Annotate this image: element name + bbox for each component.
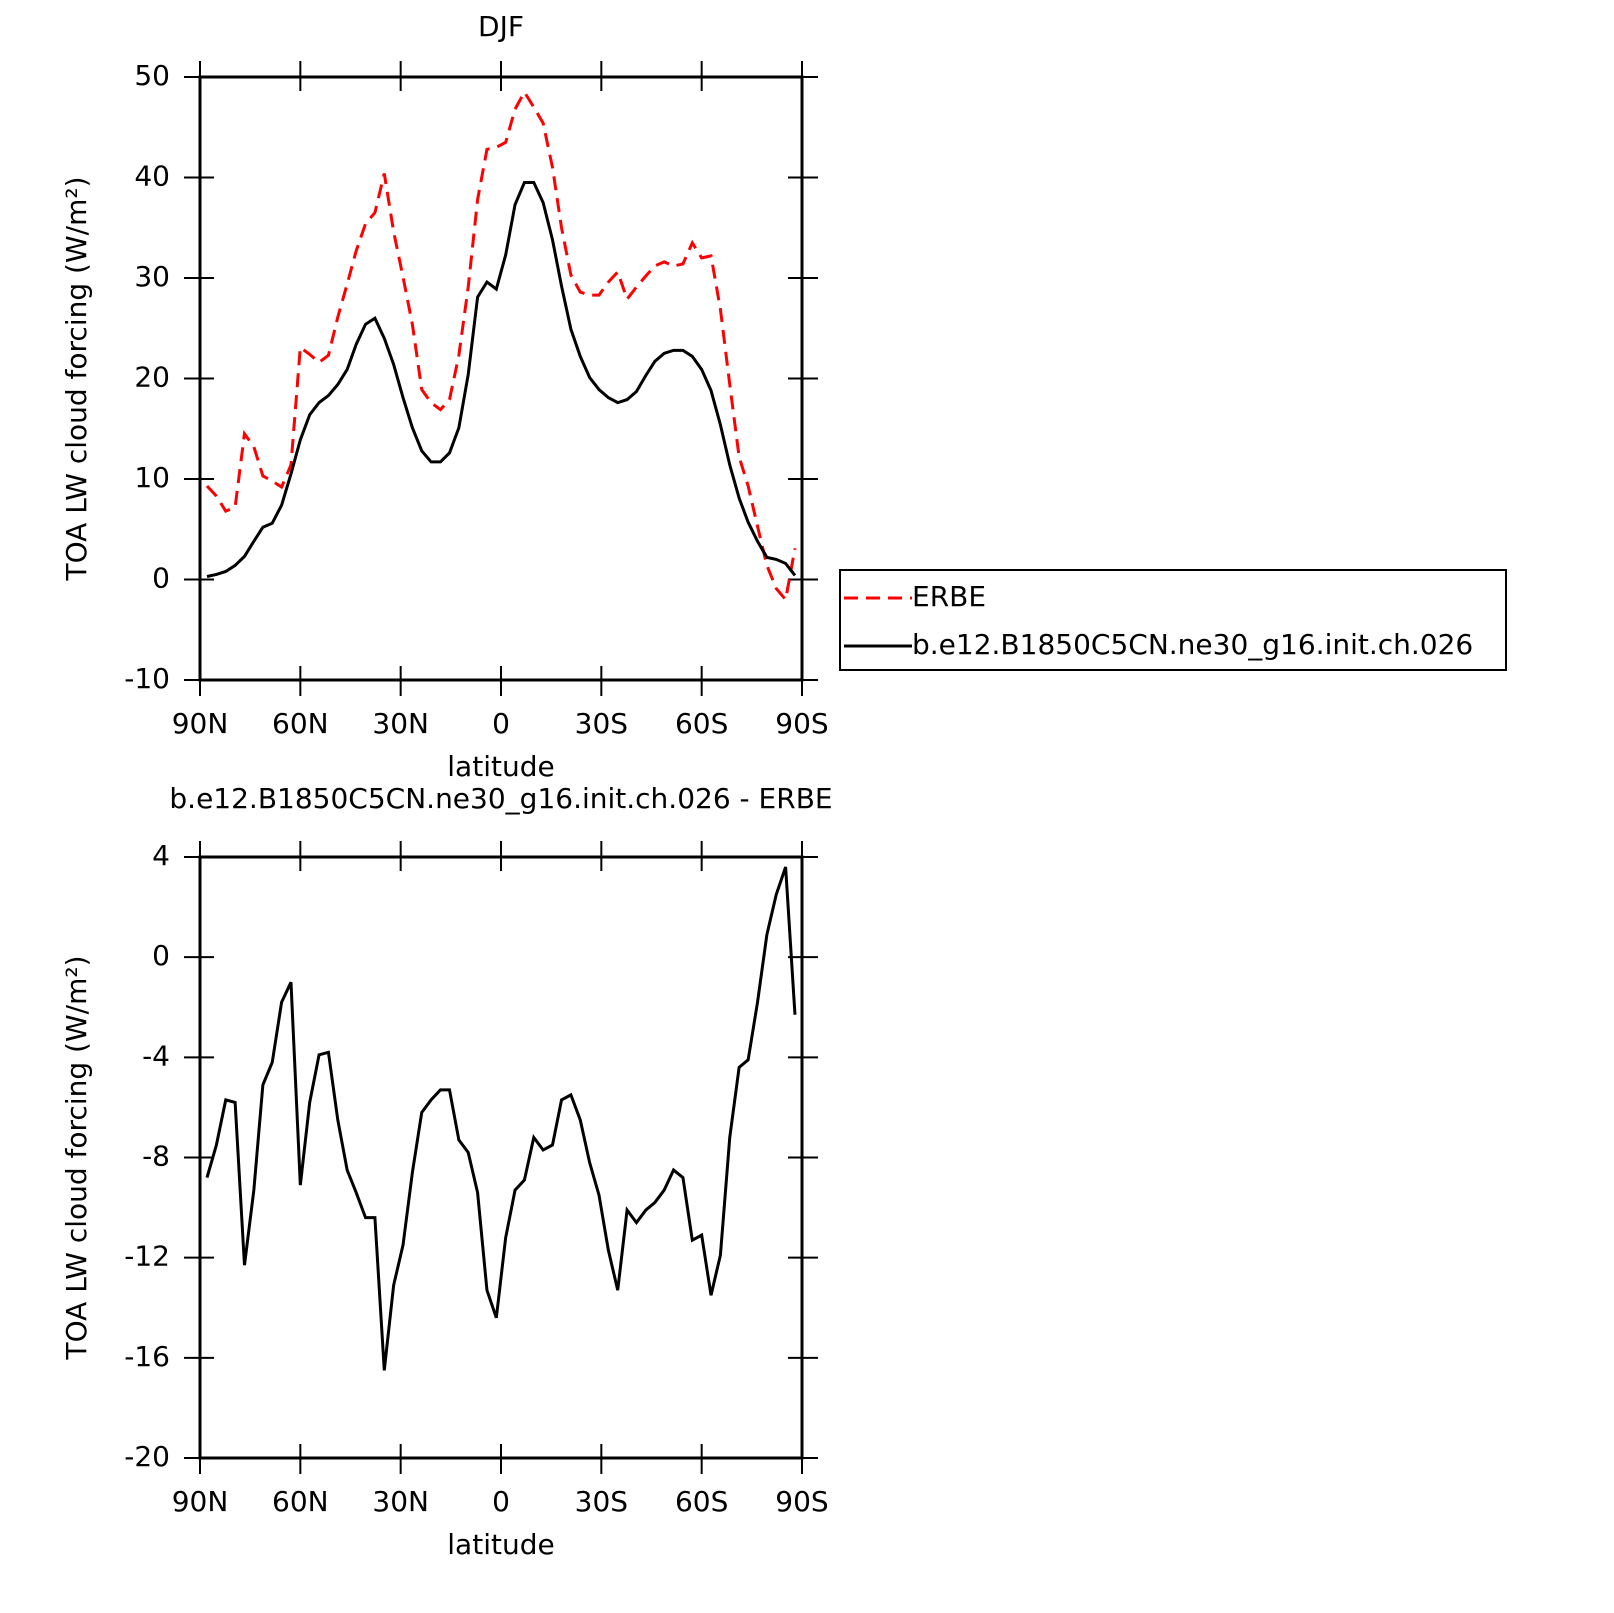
legend-box <box>839 569 1507 671</box>
x-tick-label: 0 <box>492 707 510 740</box>
legend-label: ERBE <box>912 580 986 613</box>
x-tick-label: 90N <box>172 707 229 740</box>
y-tick-label: 30 <box>134 260 170 293</box>
x-tick-label: 30N <box>372 1485 429 1518</box>
data-line <box>206 181 797 578</box>
legend-label: b.e12.B1850C5CN.ne30_g16.init.ch.026 <box>912 628 1473 661</box>
plot-frame <box>198 75 804 682</box>
y-tick-label: 10 <box>134 461 170 494</box>
y-tick-label: -20 <box>124 1440 170 1473</box>
x-tick-label: 60S <box>675 1485 728 1518</box>
y-tick-label: 0 <box>152 939 170 972</box>
y-axis-label: TOA LW cloud forcing (W/m²) <box>60 177 93 582</box>
y-tick-label: -12 <box>124 1240 170 1273</box>
y-tick-label: 20 <box>134 361 170 394</box>
y-tick-label: -4 <box>142 1039 170 1072</box>
x-tick-label: 0 <box>492 1485 510 1518</box>
data-line <box>205 866 797 1371</box>
y-tick-label: -8 <box>142 1140 170 1173</box>
x-axis-label: latitude <box>447 750 554 783</box>
y-tick-label: 40 <box>134 160 170 193</box>
chart-title: DJF <box>478 10 524 43</box>
data-line <box>205 89 797 603</box>
x-tick-label: 30N <box>372 707 429 740</box>
y-axis-label: TOA LW cloud forcing (W/m²) <box>60 956 93 1361</box>
x-tick-label: 90S <box>775 707 828 740</box>
x-axis-label: latitude <box>447 1528 554 1561</box>
y-tick-label: -10 <box>124 662 170 695</box>
x-tick-label: 30S <box>575 1485 628 1518</box>
x-tick-label: 60N <box>272 707 329 740</box>
x-tick-label: 30S <box>575 707 628 740</box>
x-tick-label: 60N <box>272 1485 329 1518</box>
x-tick-label: 90S <box>775 1485 828 1518</box>
y-tick-label: -16 <box>124 1340 170 1373</box>
x-tick-label: 90N <box>172 1485 229 1518</box>
plot-frame <box>198 855 804 1460</box>
x-tick-label: 60S <box>675 707 728 740</box>
chart-title: b.e12.B1850C5CN.ne30_g16.init.ch.026 - E… <box>169 782 832 815</box>
y-tick-label: 4 <box>152 839 170 872</box>
y-tick-label: 0 <box>152 562 170 595</box>
y-tick-label: 50 <box>134 59 170 92</box>
